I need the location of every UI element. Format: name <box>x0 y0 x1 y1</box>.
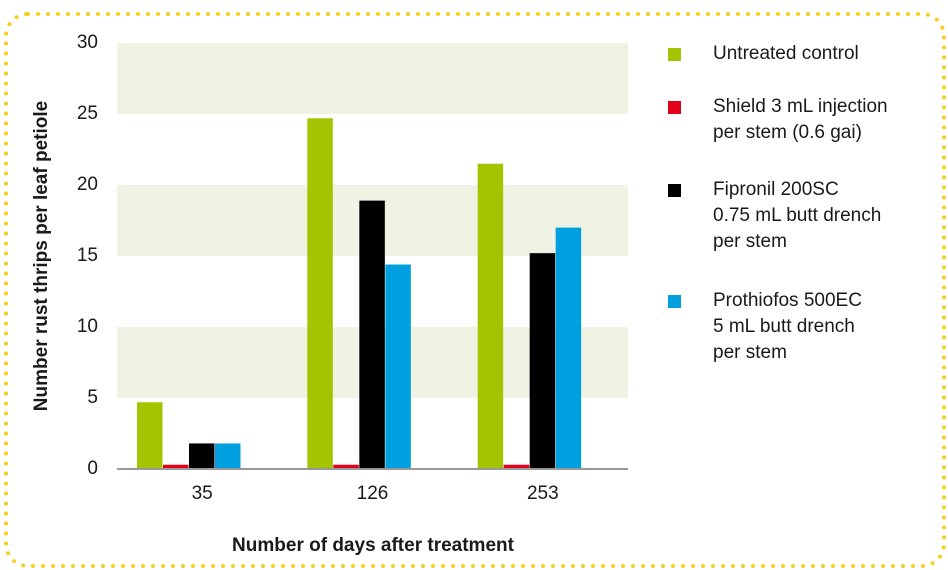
y-tick-label: 5 <box>87 387 98 408</box>
bar <box>137 402 163 469</box>
legend-label: Untreated control <box>713 43 859 64</box>
y-axis-label: Number rust thrips per leaf petiole <box>31 101 52 411</box>
bar <box>477 163 504 469</box>
bar <box>215 443 241 469</box>
y-tick-label: 25 <box>77 103 98 124</box>
x-tick-label: 126 <box>357 483 389 504</box>
legend-label: Fipronil 200SC 0.75 mL butt drench per s… <box>713 179 882 252</box>
legend-swatch <box>668 295 681 308</box>
x-axis-label: Number of days after treatment <box>232 535 515 556</box>
y-tick-label: 20 <box>77 174 98 195</box>
bar <box>359 200 385 469</box>
bar <box>189 443 215 469</box>
x-tick-label: 253 <box>527 483 559 504</box>
bar <box>503 464 530 469</box>
y-tick-label: 30 <box>77 32 98 53</box>
y-tick-label: 0 <box>87 458 98 479</box>
y-tick-label: 10 <box>77 316 98 337</box>
legend-swatch <box>668 48 681 61</box>
grid-band <box>117 43 628 114</box>
bar <box>333 464 359 469</box>
bar <box>555 227 582 469</box>
bar <box>385 264 411 469</box>
legend-swatch <box>668 101 681 114</box>
bar <box>307 118 333 469</box>
bar <box>529 253 556 469</box>
legend-swatch <box>668 184 681 197</box>
bar <box>163 464 189 469</box>
legend-label: Shield 3 mL injection per stem (0.6 gai) <box>713 96 888 143</box>
x-tick-label: 35 <box>192 483 213 504</box>
legend-label: Prothiofos 500EC 5 mL butt drench per st… <box>713 290 862 363</box>
y-tick-label: 15 <box>77 245 98 266</box>
